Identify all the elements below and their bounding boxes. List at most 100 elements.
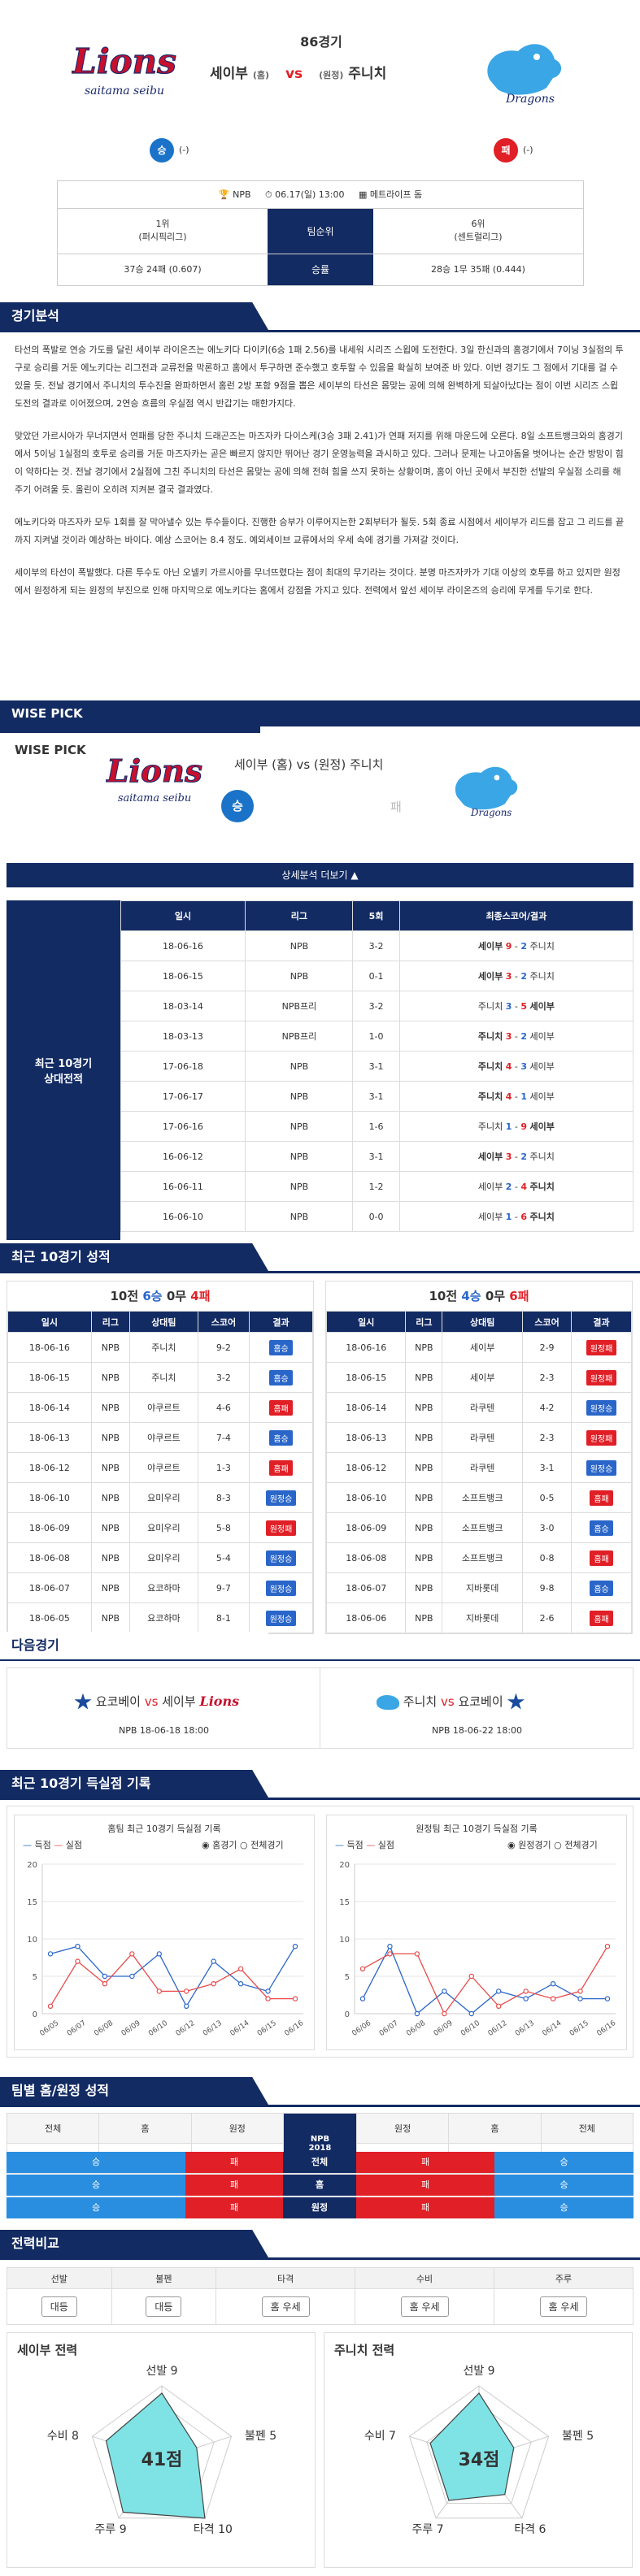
data-point	[604, 1996, 611, 2001]
h2h-final: 세이부 1 - 6 주니치	[398, 1201, 634, 1232]
x-tick-label: 06/14	[229, 2019, 250, 2038]
h2h-cell-fifth: 3-2	[352, 930, 400, 961]
radio-all[interactable]: ○	[239, 1840, 248, 1850]
result-badge: 홈패	[269, 1459, 293, 1476]
data-point	[442, 2010, 447, 2017]
h2h-cell-fifth: 0-1	[352, 961, 400, 991]
data-point	[102, 1973, 108, 1980]
legend-allow: 실점	[65, 1840, 82, 1850]
recent-row: 18-06-05 NPB 요코하마 8-1 원정승	[7, 1602, 313, 1633]
detail-toggle-button[interactable]: 상세분석 더보기 ▲	[7, 863, 633, 887]
data-point	[211, 1958, 216, 1964]
away-next-game: 주니치 vs 요코베이 NPB 18-06-22 18:00	[321, 1668, 633, 1748]
x-tick-label: 06/12	[487, 2019, 509, 2038]
data-point	[265, 1988, 271, 1994]
h2h-cell-date: 16-06-11	[120, 1171, 246, 1202]
h2h-final: 세이부 3 - 2 주니치	[398, 1141, 634, 1172]
stadium-icon: ▦	[358, 189, 368, 200]
bar-win: 승	[494, 2152, 633, 2173]
recent-cell: NPB	[90, 1602, 131, 1633]
h2h-cell-league: NPB	[245, 1141, 354, 1172]
recent-row: 18-06-16 NPB 세이부 2-9 원정패	[325, 1332, 632, 1363]
bar-loss: 패	[185, 2197, 283, 2218]
recent-cell: 8-3	[197, 1482, 250, 1513]
bar-win: 승	[494, 2175, 633, 2196]
radio-away[interactable]: ◉	[507, 1840, 516, 1850]
radar-label: 타격 10	[194, 2523, 233, 2536]
h2h-row: 18-06-15 NPB 0-1 세이부 3 - 2 주니치	[7, 961, 634, 991]
data-point	[184, 2003, 189, 2009]
recent-cell: 주니치	[129, 1362, 198, 1393]
recent-cell: 18-06-12	[7, 1452, 92, 1483]
recent-cell: 요미우리	[129, 1542, 198, 1573]
recent-cell: 18-06-07	[325, 1572, 407, 1603]
data-point	[47, 1951, 54, 1957]
radio-home[interactable]: ◉	[202, 1840, 210, 1850]
x-tick-label: 06/07	[66, 2019, 88, 2038]
recent-row: 18-06-12 NPB 야쿠르트 1-3 홈패	[7, 1452, 313, 1483]
compare-title: 전력비교	[0, 2230, 268, 2257]
h2h-cell-date: 18-06-15	[120, 961, 246, 991]
h2h-cell-fifth: 3-1	[352, 1051, 400, 1082]
data-point	[468, 1973, 474, 1980]
compare-value: 홈 우세	[400, 2296, 449, 2317]
data-point	[156, 1988, 162, 1994]
lions-small-icon: Lions	[199, 1693, 240, 1709]
data-point	[359, 1966, 366, 1971]
radar-area	[429, 2392, 515, 2501]
h2h-row: 18-06-16 NPB 3-2 세이부 9 - 2 주니치	[7, 930, 634, 961]
h2h-cell-date: 18-06-16	[120, 930, 246, 961]
bar-loss: 패	[356, 2175, 494, 2196]
recent-cell: 라쿠텐	[442, 1392, 524, 1423]
recent-row: 18-06-08 NPB 소프트뱅크 0-8 홈패	[325, 1542, 632, 1573]
x-tick-label: 06/10	[147, 2019, 169, 2038]
recent-cell: 소프트뱅크	[442, 1482, 524, 1513]
h2h-cell-league: NPB	[245, 1171, 354, 1202]
x-tick-label: 06/15	[568, 2019, 590, 2038]
recent-cell: NPB	[90, 1332, 131, 1363]
recent-cell: 주니치	[129, 1332, 198, 1363]
recent-cell: 야쿠르트	[129, 1392, 198, 1423]
svg-text:saitama seibu: saitama seibu	[118, 792, 191, 804]
next-games-box: 요코베이 vs 세이부 Lions NPB 18-06-18 18:00 주니치…	[7, 1667, 633, 1749]
wise-pick-label: WISE PICK	[15, 743, 86, 757]
recent-row: 18-06-15 NPB 주니치 3-2 홈승	[7, 1362, 313, 1393]
series-line-1	[50, 1953, 295, 2007]
recent-cell: 4-2	[522, 1392, 573, 1423]
h2h-final: 주니치 4 - 1 세이부	[398, 1081, 634, 1112]
next-away-date: NPB 18-06-22 18:00	[431, 1725, 523, 1736]
data-point	[468, 2010, 474, 2017]
recent-cell: 18-06-09	[7, 1512, 92, 1543]
x-tick-label: 06/06	[350, 2019, 372, 2038]
compare-value: 대등	[146, 2296, 182, 2317]
recent-row: 18-06-14 NPB 야쿠르트 4-6 홈패	[7, 1392, 313, 1423]
trophy-icon: 🏆	[218, 189, 230, 200]
wise-home-result: 승	[221, 790, 254, 822]
result-badge: 홈패	[590, 1550, 613, 1566]
home-next-game: 요코베이 vs 세이부 Lions NPB 18-06-18 18:00	[7, 1668, 320, 1748]
result-badge: 홈승	[269, 1339, 293, 1355]
recent-cell: 라쿠텐	[442, 1422, 524, 1453]
recent-cell: 요코하마	[129, 1572, 198, 1603]
next-home-date: NPB 18-06-18 18:00	[118, 1725, 210, 1736]
radio-all[interactable]: ○	[554, 1840, 562, 1850]
rank-label: 팀순위	[268, 209, 373, 254]
h2h-row: 17-06-17 NPB 3-1 주니치 4 - 1 세이부	[7, 1081, 634, 1112]
result-badge: 원정승	[265, 1550, 297, 1566]
recent-cell: 세이부	[442, 1362, 524, 1393]
home-recent-box: 10전 6승 0무 4패 일시 리그 상대팀 스코어 결과 18-06-16 NPB 주니치 9…	[7, 1281, 314, 1634]
h2h-header-date: 일시	[120, 900, 246, 931]
result-badge: 홈승	[269, 1369, 293, 1386]
away-record: 28승 1무 35패 (0.444)	[431, 264, 525, 275]
result-badge: 원정승	[265, 1580, 297, 1596]
datetime-label: 06.17(일) 13:00	[275, 189, 345, 200]
data-point	[237, 1966, 244, 1971]
home-radar-title: 세이부 전력	[17, 2343, 78, 2357]
recent-cell: NPB	[90, 1542, 131, 1573]
recent-cell: 4-6	[197, 1392, 250, 1423]
result-badge: 원정승	[265, 1490, 297, 1506]
home-league: (퍼시픽리그)	[138, 232, 187, 242]
radio-away-label: 원정경기	[518, 1840, 551, 1850]
bar-loss: 패	[356, 2197, 494, 2218]
recent-cell: 0-8	[522, 1542, 573, 1573]
